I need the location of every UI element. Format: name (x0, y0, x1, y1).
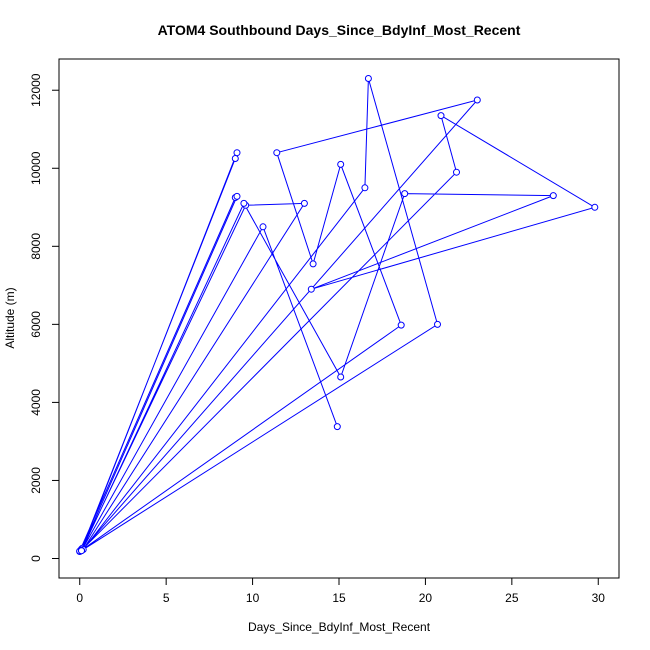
series-layer (76, 75, 599, 555)
data-point (78, 547, 85, 555)
data-point (434, 320, 441, 328)
y-axis: 0 2000 4000 6000 8000 10000 12000 (29, 73, 60, 562)
y-tick-label: 12000 (29, 73, 43, 107)
data-point (333, 423, 341, 431)
data-point (397, 321, 405, 329)
data-point (273, 149, 281, 157)
y-tick-label: 0 (29, 555, 43, 562)
x-axis-label: Days_Since_BdyInf_Most_Recent (248, 620, 431, 634)
y-tick-label: 2000 (29, 467, 43, 494)
data-point (231, 155, 239, 162)
data-point (233, 149, 241, 157)
x-tick-label: 30 (592, 591, 606, 605)
x-tick-label: 15 (332, 591, 346, 605)
x-tick-label: 0 (76, 591, 83, 605)
data-point (259, 223, 267, 231)
data-point (549, 192, 557, 200)
data-point (337, 373, 345, 381)
data-point (300, 199, 308, 207)
data-point (361, 184, 369, 192)
data-point (401, 190, 409, 198)
data-point (309, 260, 317, 268)
data-point (473, 96, 481, 104)
data-point (364, 75, 372, 82)
x-axis: 0 5 10 15 20 25 30 (76, 577, 606, 605)
y-tick-label: 4000 (29, 389, 43, 416)
data-point (307, 285, 315, 293)
data-point (453, 168, 460, 176)
y-tick-label: 10000 (29, 151, 43, 185)
data-point (240, 199, 248, 207)
data-point (337, 160, 345, 168)
data-point (591, 203, 599, 211)
chart-title: ATOM4 Southbound Days_Since_BdyInf_Most_… (158, 22, 521, 38)
x-tick-label: 5 (163, 591, 170, 605)
y-axis-label: Altitude (m) (3, 287, 17, 348)
x-tick-label: 10 (246, 591, 260, 605)
y-tick-label: 8000 (29, 233, 43, 260)
y-tick-label: 6000 (29, 311, 43, 338)
x-tick-label: 25 (505, 591, 519, 605)
data-point (233, 192, 241, 200)
x-tick-label: 20 (419, 591, 433, 605)
data-point (437, 112, 445, 120)
